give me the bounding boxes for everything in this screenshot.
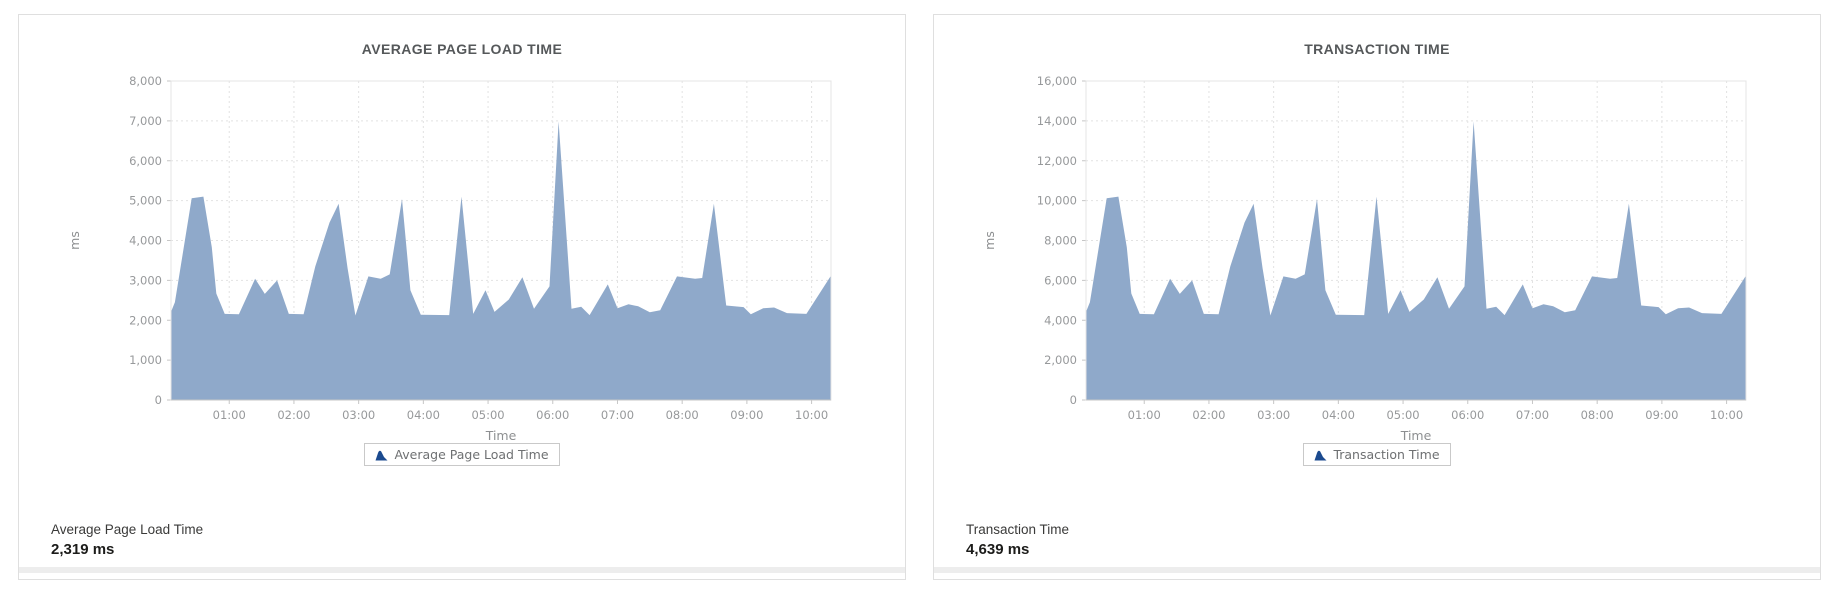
x-tick-label: 08:00 bbox=[666, 408, 699, 422]
chart-title: AVERAGE PAGE LOAD TIME bbox=[361, 41, 563, 57]
x-tick-label: 01:00 bbox=[1128, 408, 1161, 422]
x-tick-label: 03:00 bbox=[1257, 408, 1290, 422]
x-tick-label: 04:00 bbox=[1322, 408, 1355, 422]
y-tick-label: 14,000 bbox=[1037, 114, 1077, 128]
x-tick-label: 09:00 bbox=[730, 408, 763, 422]
y-tick-label: 16,000 bbox=[1037, 74, 1077, 88]
y-axis-title: ms bbox=[982, 231, 997, 250]
x-tick-label: 05:00 bbox=[1386, 408, 1419, 422]
legend-item-transaction-time[interactable]: Transaction Time bbox=[1303, 443, 1451, 466]
card-footer-strip bbox=[934, 567, 1820, 573]
legend-transaction-time: Transaction Time bbox=[934, 443, 1820, 466]
y-tick-label: 0 bbox=[1070, 393, 1077, 407]
x-tick-label: 07:00 bbox=[1516, 408, 1549, 422]
y-tick-label: 6,000 bbox=[1044, 273, 1077, 287]
card-footer-strip bbox=[19, 567, 905, 573]
y-tick-label: 0 bbox=[155, 393, 162, 407]
x-axis-title: Time bbox=[1400, 428, 1432, 443]
legend-label: Average Page Load Time bbox=[394, 447, 549, 462]
summary-transaction-time: Transaction Time 4,639 ms bbox=[966, 521, 1069, 560]
x-tick-label: 07:00 bbox=[601, 408, 634, 422]
legend-page-load-time: Average Page Load Time bbox=[19, 443, 905, 466]
area-chart-page-load-time[interactable]: 0 1,000 2,000 3,000 4,000 5,000 6,000 7,000 8,00… bbox=[19, 15, 907, 485]
chart-card-transaction-time: TRANSACTION TIME 0 2,000 4,000 6,000 8,000 10… bbox=[933, 14, 1821, 580]
summary-label: Transaction Time bbox=[966, 522, 1070, 537]
x-tick-label: 02:00 bbox=[277, 408, 310, 422]
area-series-marker-icon bbox=[375, 450, 388, 460]
y-tick-label: 7,000 bbox=[129, 114, 162, 128]
summary-value: 4,639 ms bbox=[966, 541, 1030, 559]
summary-value: 2,319 ms bbox=[51, 541, 115, 559]
y-tick-label: 8,000 bbox=[129, 74, 162, 88]
y-axis-title: ms bbox=[67, 231, 82, 250]
x-tick-label: 08:00 bbox=[1581, 408, 1614, 422]
y-tick-label: 4,000 bbox=[1044, 313, 1077, 327]
y-tick-label: 6,000 bbox=[129, 154, 162, 168]
y-tick-label: 12,000 bbox=[1037, 154, 1077, 168]
area-chart-transaction-time[interactable]: 0 2,000 4,000 6,000 8,000 10,000 12,000 14,000 1… bbox=[934, 15, 1822, 485]
x-tick-label: 06:00 bbox=[1451, 408, 1484, 422]
summary-label: Average Page Load Time bbox=[51, 522, 204, 537]
x-tick-label: 09:00 bbox=[1645, 408, 1678, 422]
y-tick-label: 3,000 bbox=[129, 273, 162, 287]
y-tick-label: 10,000 bbox=[1037, 194, 1077, 208]
y-tick-label: 2,000 bbox=[129, 313, 162, 327]
legend-item-page-load-time[interactable]: Average Page Load Time bbox=[364, 443, 560, 466]
x-tick-label: 02:00 bbox=[1192, 408, 1225, 422]
y-tick-label: 5,000 bbox=[129, 194, 162, 208]
legend-label: Transaction Time bbox=[1333, 447, 1440, 462]
area-series bbox=[1086, 121, 1746, 400]
x-tick-label: 01:00 bbox=[213, 408, 246, 422]
x-tick-label: 03:00 bbox=[342, 408, 375, 422]
x-tick-label: 05:00 bbox=[471, 408, 504, 422]
chart-title: TRANSACTION TIME bbox=[1304, 41, 1450, 57]
x-tick-label: 06:00 bbox=[536, 408, 569, 422]
x-axis-title: Time bbox=[485, 428, 517, 443]
x-tick-label: 10:00 bbox=[795, 408, 828, 422]
chart-card-page-load-time: AVERAGE PAGE LOAD TIME 0 1,000 2,000 3,000 4… bbox=[18, 14, 906, 580]
y-tick-label: 1,000 bbox=[129, 353, 162, 367]
x-tick-label: 10:00 bbox=[1710, 408, 1743, 422]
y-tick-label: 2,000 bbox=[1044, 353, 1077, 367]
y-tick-label: 4,000 bbox=[129, 234, 162, 248]
area-series-marker-icon bbox=[1314, 450, 1327, 460]
summary-page-load-time: Average Page Load Time 2,319 ms bbox=[51, 521, 203, 560]
x-tick-label: 04:00 bbox=[407, 408, 440, 422]
area-series bbox=[171, 121, 831, 400]
y-tick-label: 8,000 bbox=[1044, 234, 1077, 248]
